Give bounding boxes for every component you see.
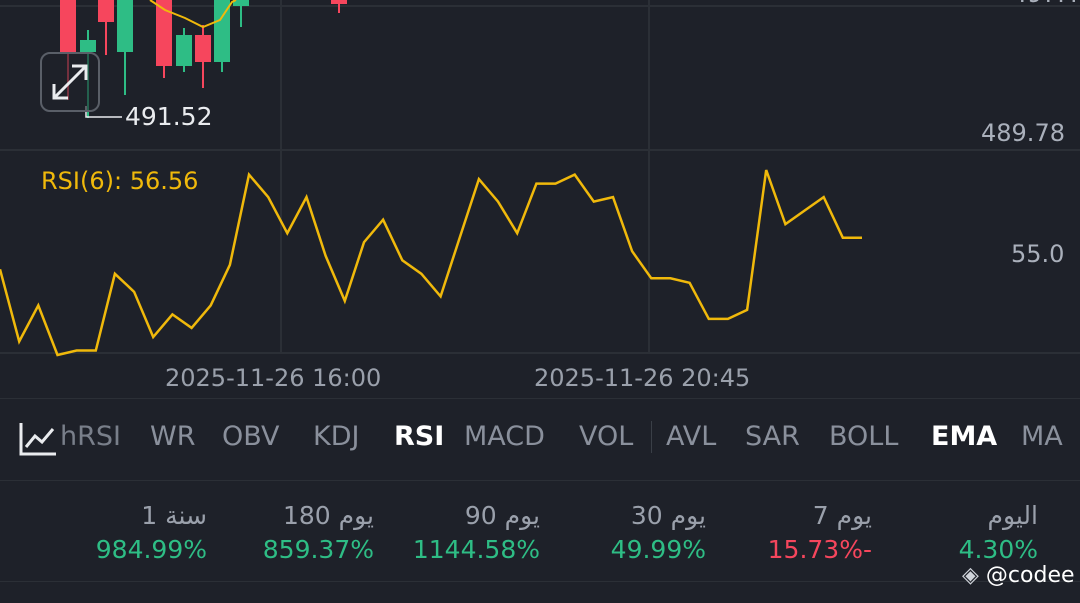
period-change: 4.30% <box>958 535 1038 564</box>
period-change: 984.99% <box>95 535 207 564</box>
candle-body <box>233 0 249 6</box>
period-label: 1 سنة <box>141 501 207 530</box>
rsi-axis-label: 55.0 <box>1011 240 1065 268</box>
candle-body <box>98 0 114 22</box>
period-change: 49.99% <box>610 535 706 564</box>
time-axis-label: 2025-11-26 16:00 <box>165 364 382 392</box>
period-change: 859.37% <box>262 535 374 564</box>
watermark-text: @codee <box>985 563 1075 588</box>
tab-boll[interactable]: BOLL <box>829 421 899 452</box>
period-label: 90 يوم <box>464 501 540 530</box>
tab-ema[interactable]: EMA <box>931 421 998 452</box>
tab-ma[interactable]: MA <box>1021 421 1063 452</box>
time-axis-label: 2025-11-26 20:45 <box>534 364 751 392</box>
indicator-toolbar: hRSI WR OBV KDJ RSI MACD VOL AVL SAR BOL… <box>0 398 1080 481</box>
candle-body <box>214 0 230 62</box>
performance-strip: 1 سنة 984.99% 180 يوم 859.37% 90 يوم 114… <box>0 480 1080 582</box>
tab-avl[interactable]: AVL <box>666 421 717 452</box>
tab-wr[interactable]: WR <box>150 421 196 452</box>
rsi-line <box>0 169 862 357</box>
chart-canvas[interactable]: 49??? <box>0 0 1080 398</box>
candle-body <box>60 0 76 52</box>
tab-rsi[interactable]: RSI <box>394 421 445 452</box>
expand-chart-button[interactable] <box>40 52 100 112</box>
candle-body <box>80 40 96 52</box>
watermark: ◈ @codee <box>962 563 1075 588</box>
candlestick-series <box>60 0 347 118</box>
tab-hrsi[interactable]: hRSI <box>60 421 121 452</box>
toolbar-divider <box>651 421 652 453</box>
tab-obv[interactable]: OBV <box>222 421 280 452</box>
tab-macd[interactable]: MACD <box>464 421 545 452</box>
period-label: 7 يوم <box>812 501 872 530</box>
expand-icon <box>52 64 88 100</box>
tab-kdj[interactable]: KDJ <box>313 421 360 452</box>
diamond-logo-icon: ◈ <box>962 563 979 588</box>
ema-line <box>149 0 237 29</box>
tab-sar[interactable]: SAR <box>745 421 800 452</box>
period-label: اليوم <box>987 501 1038 530</box>
candle-body <box>156 0 172 66</box>
min-price-label: 491.52 <box>125 102 213 131</box>
candle-body <box>195 35 211 62</box>
candle-body <box>117 0 133 52</box>
period-label: 30 يوم <box>630 501 706 530</box>
indicator-chart-icon[interactable] <box>18 421 58 457</box>
period-label: 180 يوم <box>282 501 374 530</box>
period-change: 15.73%- <box>767 535 872 564</box>
price-axis-label-partial: 49??? <box>1012 0 1080 8</box>
candle-body <box>331 0 347 4</box>
candle-body <box>176 35 192 66</box>
tab-vol[interactable]: VOL <box>579 421 634 452</box>
price-axis-label: 489.78 <box>981 119 1065 147</box>
period-change: 1144.58% <box>412 535 540 564</box>
rsi-title: RSI(6): 56.56 <box>41 167 199 195</box>
